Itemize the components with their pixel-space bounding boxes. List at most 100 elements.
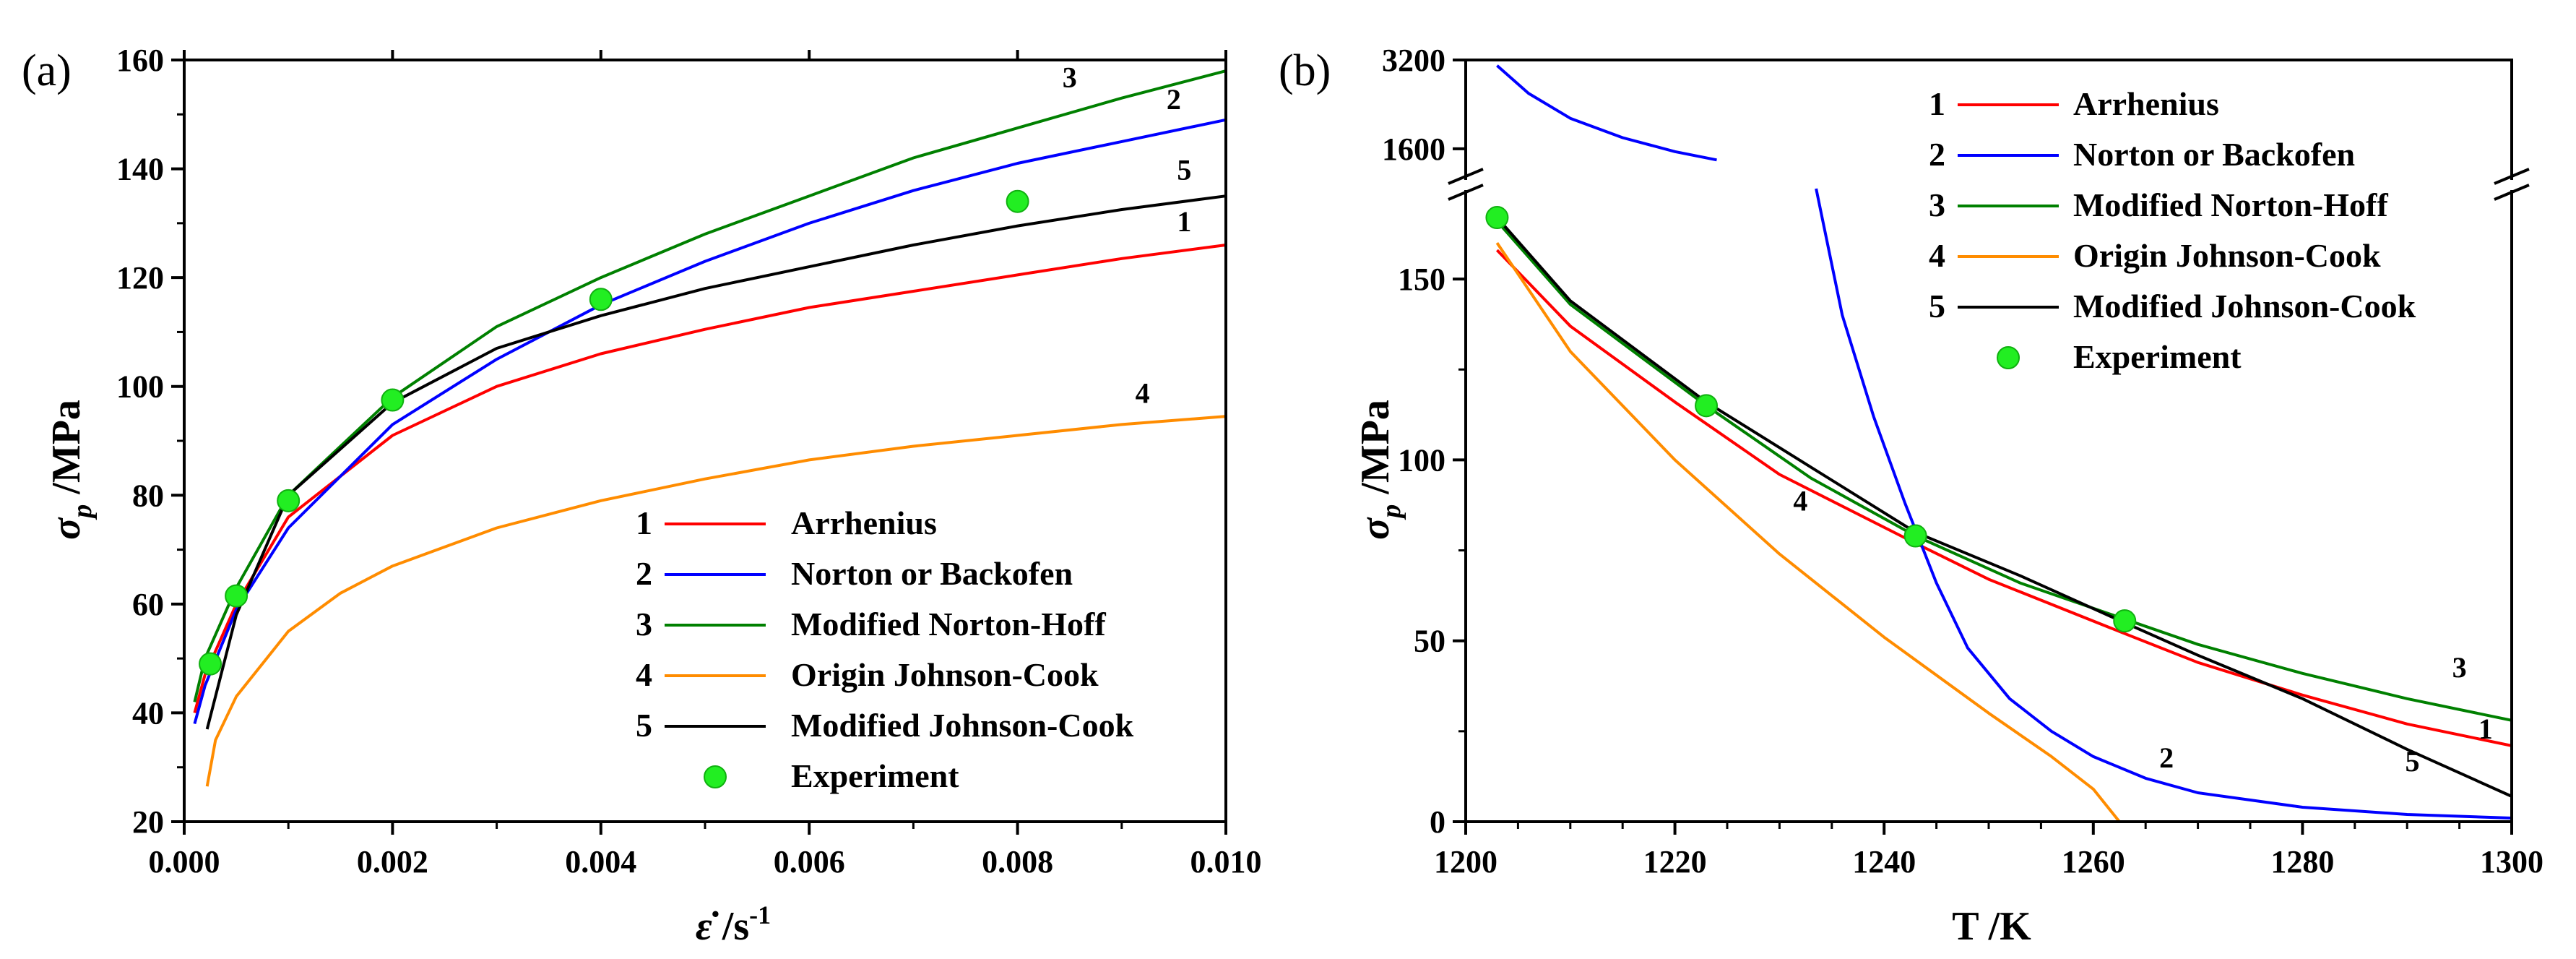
x-tick-label-a: 0.000	[149, 844, 220, 880]
y-tick-label-b-upper: 3200	[1382, 43, 1445, 78]
legend-a-num: 1	[636, 504, 652, 541]
y-tick-label-b: 100	[1398, 442, 1445, 478]
legend-b-label: Modified Johnson-Cook	[2073, 288, 2416, 324]
curve-a-num-4: 4	[1136, 377, 1150, 409]
panel-a-xlabel-exp: -1	[749, 900, 771, 929]
y-tick-label-b: 150	[1398, 262, 1445, 297]
curve-b-1	[1495, 249, 2512, 747]
x-tick-label-a: 0.006	[774, 844, 845, 880]
panel-a: (a) 1 2 3 4 5 0.000 0.002 0.004 0.006 0.008 0.010 2…	[22, 43, 1262, 949]
axis-break-mark	[2494, 184, 2530, 201]
experiment-point-a-0	[199, 652, 222, 676]
panel-b-ylabel-sub: p	[1376, 504, 1406, 520]
y-tick-label-a: 80	[132, 478, 164, 513]
legend-a-label: Experiment	[791, 757, 959, 794]
x-tick-label-b: 1200	[1434, 844, 1497, 880]
curve-a-num-1: 1	[1177, 205, 1191, 238]
legend-b-marker	[1997, 346, 2020, 369]
panel-b-ylabel: σp /MPa	[1353, 400, 1406, 540]
curve-a-4	[205, 415, 1227, 787]
curve-a-num-5: 5	[1177, 154, 1191, 186]
legend-b-label: Norton or Backofen	[2073, 136, 2355, 173]
x-tick-label-a: 0.008	[982, 844, 1053, 880]
legend-a-num: 5	[636, 707, 652, 744]
curve-b-4	[1495, 241, 2121, 822]
plot-frame-b	[1464, 59, 2513, 823]
curve-b-num-4: 4	[1793, 485, 1807, 517]
legend-a-label: Arrhenius	[791, 504, 937, 541]
curve-b-num-5: 5	[2405, 745, 2419, 778]
panel-a-label: (a)	[22, 46, 72, 95]
y-tick-label-a: 60	[132, 587, 164, 622]
x-tick-label-a: 0.002	[357, 844, 428, 880]
curve-b-num-2: 2	[2159, 741, 2174, 774]
y-tick-label-b: 50	[1414, 624, 1445, 659]
experiment-point-a-2	[277, 489, 301, 512]
y-tick-label-b: 0	[1430, 804, 1445, 840]
y-tick-label-a: 160	[116, 43, 164, 78]
legend-a: 1 Arrhenius 2 Norton or Backofen 3 Modified N…	[636, 504, 1134, 794]
legend-a-label: Norton or Backofen	[791, 555, 1073, 592]
experiment-point-b-3	[2113, 609, 2137, 633]
y-tick-label-b-upper: 1600	[1382, 132, 1445, 167]
legend-b-label: Experiment	[2073, 338, 2242, 375]
panel-a-ylabel-symbol: σ	[44, 517, 89, 540]
panel-b-ylabel-symbol: σ	[1353, 517, 1398, 540]
panel-b-plot: 1 2 3 4 5 1200 1220 1240 1260 1280 1300 0 50 100 150 16…	[1382, 43, 2543, 880]
legend-b-num: 5	[1929, 288, 1945, 324]
panel-a-ylabel-unit: /MPa	[44, 400, 89, 504]
x-tick-label-b: 1260	[2062, 844, 2125, 880]
experiment-point-a-1	[225, 584, 248, 608]
legend-b-num: 3	[1929, 186, 1945, 223]
legend-b-label: Origin Johnson-Cook	[2073, 237, 2381, 274]
x-tick-label-a: 0.010	[1190, 844, 1262, 880]
legend-b-label: Arrhenius	[2073, 85, 2219, 122]
x-tick-label-a: 0.004	[565, 844, 636, 880]
experiment-point-a-3	[381, 388, 405, 412]
legend-a-marker	[704, 765, 727, 788]
panel-b-label: (b)	[1279, 46, 1331, 95]
panel-b-curves	[1495, 64, 2512, 822]
axis-break-mark	[1448, 168, 1484, 185]
legend-a-num: 4	[636, 656, 652, 693]
experiment-point-a-5	[1006, 189, 1029, 213]
legend-b: 1 Arrhenius 2 Norton or Backofen 3 Modified N…	[1929, 85, 2416, 375]
panel-a-ylabel-sub: p	[67, 504, 98, 520]
panel-b-xlabel: T /K	[1952, 904, 2031, 949]
curve-b-num-1: 1	[2478, 713, 2493, 745]
y-tick-label-a: 100	[116, 369, 164, 405]
legend-a-num: 2	[636, 555, 652, 592]
curve-b-5	[1495, 216, 2512, 798]
x-tick-label-b: 1280	[2270, 844, 2334, 880]
experiment-point-a-4	[589, 288, 613, 311]
x-tick-label-b: 1220	[1643, 844, 1707, 880]
x-tick-label-b: 1300	[2480, 844, 2543, 880]
panel-a-xlabel-unit: /s	[712, 904, 749, 949]
experiment-point-b-0	[1485, 206, 1509, 230]
y-tick-label-a: 20	[132, 804, 164, 840]
curve-b-3	[1495, 220, 2512, 722]
legend-b-num: 2	[1929, 136, 1945, 173]
experiment-point-b-1	[1695, 394, 1719, 418]
axis-break-mark	[1448, 184, 1484, 201]
axis-break-mark	[2494, 168, 2530, 185]
experiment-point-b-2	[1903, 524, 1927, 548]
legend-a-num: 3	[636, 606, 652, 642]
legend-a-label: Origin Johnson-Cook	[791, 656, 1099, 693]
legend-a-label: Modified Johnson-Cook	[791, 707, 1134, 744]
y-tick-label-a: 140	[116, 152, 164, 187]
y-tick-label-a: 40	[132, 695, 164, 731]
panel-a-plot: 1 2 3 4 5 0.000 0.002 0.004 0.006 0.008 0.010 20 40 6…	[116, 43, 1262, 880]
panel-b-ylabel-unit: /MPa	[1353, 400, 1398, 504]
curve-a-5	[205, 194, 1227, 730]
curve-b-2	[1815, 188, 2512, 820]
panel-a-ylabel: σp /MPa	[44, 400, 98, 540]
y-tick-label-a: 120	[116, 260, 164, 296]
x-tick-label-b: 1240	[1852, 844, 1916, 880]
legend-b-label: Modified Norton-Hoff	[2073, 186, 2388, 223]
curve-a-num-2: 2	[1167, 83, 1181, 116]
legend-b-num: 4	[1929, 237, 1945, 274]
curve-b-2-upper	[1496, 64, 1717, 162]
